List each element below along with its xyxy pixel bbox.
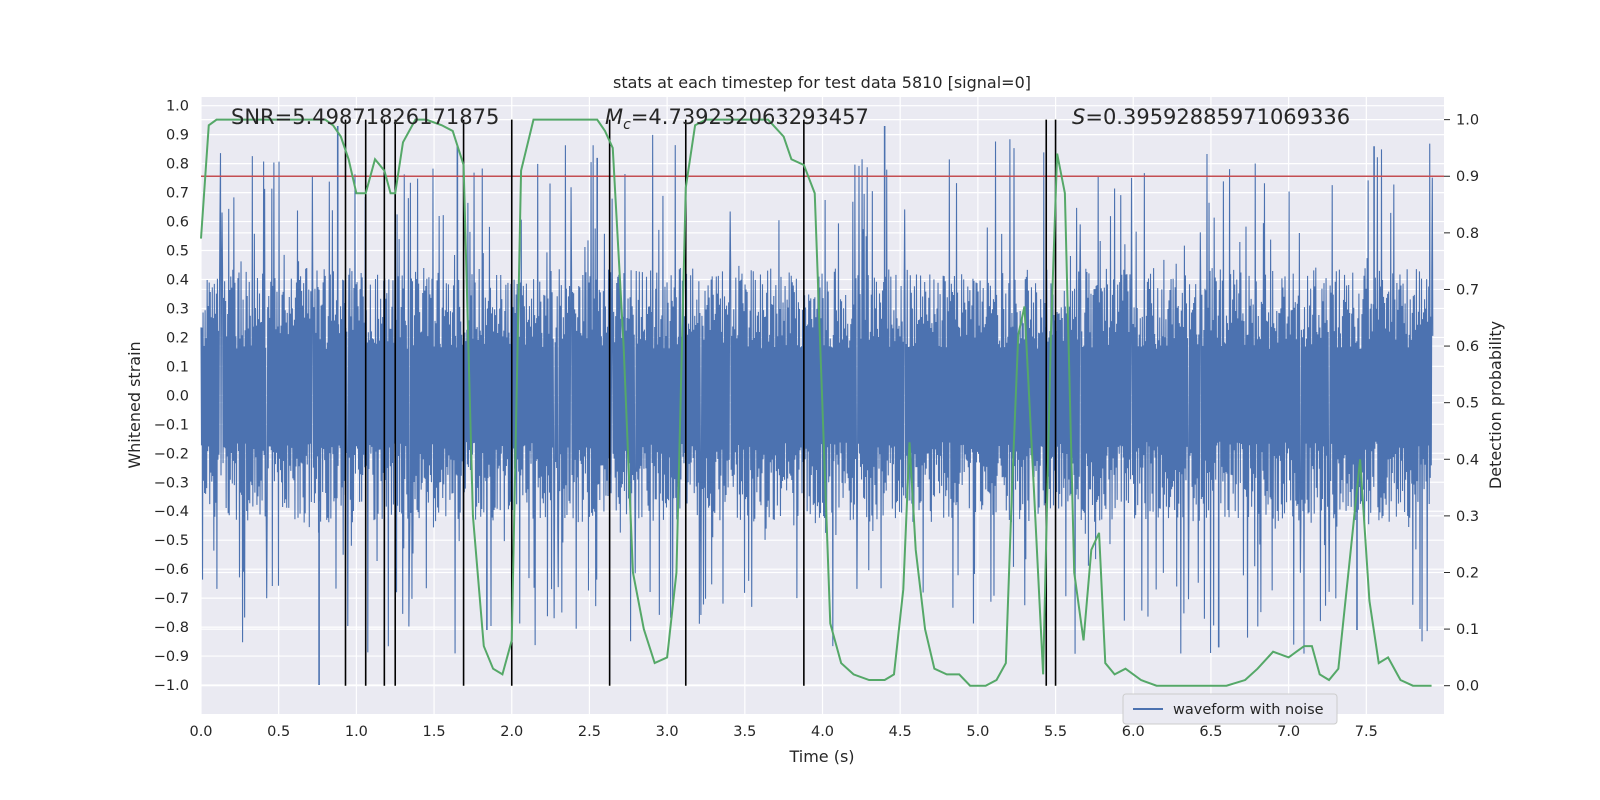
y-tick-label: −0.6 (154, 562, 189, 578)
y-tick-label: 0.7 (166, 186, 189, 202)
y-right-tick-label: 0.7 (1456, 282, 1479, 298)
y-tick-label: −0.2 (154, 446, 189, 462)
y-tick-label: 0.0 (166, 388, 189, 404)
y-tick-label: 0.6 (166, 215, 189, 231)
spin-annotation: S=0.39592885971069336 (1072, 105, 1350, 129)
probability-path (200, 118, 1432, 687)
x-tick-label: 7.5 (1355, 724, 1378, 740)
x-tick-label: 0.0 (189, 724, 212, 740)
y-right-tick-label: 0.8 (1456, 226, 1479, 242)
legend-label: waveform with noise (1173, 702, 1324, 718)
mc-subscript: c (623, 117, 631, 133)
x-tick-label: 3.5 (733, 724, 756, 740)
y-tick-label: −1.0 (154, 678, 189, 694)
x-tick-label: 6.0 (1122, 724, 1145, 740)
y-tick-label: 0.1 (166, 359, 189, 375)
x-tick-label: 4.0 (811, 724, 834, 740)
y-axis-label-left: Whitened strain (125, 341, 144, 468)
y-tick-label: −0.9 (154, 649, 189, 665)
legend: waveform with noise (1122, 693, 1338, 725)
y-tick-label: 0.4 (166, 272, 189, 288)
x-tick-label: 5.0 (966, 724, 989, 740)
y-right-tick-label: 0.5 (1456, 396, 1479, 412)
y-tick-label: 0.8 (166, 157, 189, 173)
x-tick-label: 2.5 (578, 724, 601, 740)
y-tick-label: −0.8 (154, 620, 189, 636)
y-ticks-left: −1.0 −0.9 −0.8 −0.7 −0.6 −0.5 −0.4 −0.3 −0.2 −0.1… (154, 99, 189, 694)
legend-box (1122, 693, 1338, 725)
probability-series (200, 118, 1432, 687)
x-tick-label: 1.0 (345, 724, 368, 740)
waveform-path (200, 134, 1434, 654)
x-axis-label: Time (s) (788, 747, 854, 766)
s-symbol: S (1072, 105, 1085, 129)
y-tick-label: 1.0 (166, 99, 189, 115)
y-right-tick-label: 0.9 (1456, 169, 1479, 185)
y-right-tick-label: 0.1 (1456, 622, 1479, 638)
y-tick-label: 0.3 (166, 301, 189, 317)
y-axis-label-right: Detection probability (1486, 321, 1505, 489)
s-value: =0.39592885971069336 (1085, 105, 1350, 129)
y-right-tick-label: 1.0 (1456, 113, 1479, 129)
y-tick-label: 0.5 (166, 244, 189, 260)
y-ticks-right: 0.0 0.1 0.2 0.3 0.4 0.5 0.6 0.7 0.8 0.9 1.0 (1444, 113, 1479, 695)
x-tick-label: 7.0 (1277, 724, 1300, 740)
y-tick-label: −0.4 (154, 504, 189, 520)
chirp-mass-annotation: Mc=4.739232063293457 (605, 105, 869, 133)
mc-symbol: M (605, 105, 623, 129)
x-tick-label: 1.5 (423, 724, 446, 740)
y-right-tick-label: 0.3 (1456, 509, 1479, 525)
x-tick-label: 6.5 (1199, 724, 1222, 740)
y-right-tick-label: 0.6 (1456, 339, 1479, 355)
x-ticks: 0.0 0.5 1.0 1.5 2.0 2.5 3.0 3.5 4.0 4.5 5.0 5.5 6.0 6… (189, 724, 1377, 740)
waveform-series (200, 125, 1434, 686)
mc-value: =4.739232063293457 (631, 105, 869, 129)
x-tick-label: 0.5 (267, 724, 290, 740)
y-right-tick-label: 0.4 (1456, 452, 1479, 468)
y-tick-label: −0.1 (154, 417, 189, 433)
y-right-tick-label: 0.0 (1456, 679, 1479, 695)
x-tick-label: 4.5 (889, 724, 912, 740)
y-tick-label: −0.5 (154, 533, 189, 549)
x-tick-label: 3.0 (656, 724, 679, 740)
chart-title: stats at each timestep for test data 581… (613, 73, 1031, 92)
x-tick-label: 2.0 (500, 724, 523, 740)
y-tick-label: 0.2 (166, 330, 189, 346)
y-right-tick-label: 0.2 (1456, 565, 1479, 581)
x-tick-label: 5.5 (1044, 724, 1067, 740)
y-tick-label: 0.9 (166, 128, 189, 144)
y-tick-label: −0.3 (154, 475, 189, 491)
snr-annotation: SNR=5.49871826171875 (231, 105, 499, 129)
y-tick-label: −0.7 (154, 591, 189, 607)
